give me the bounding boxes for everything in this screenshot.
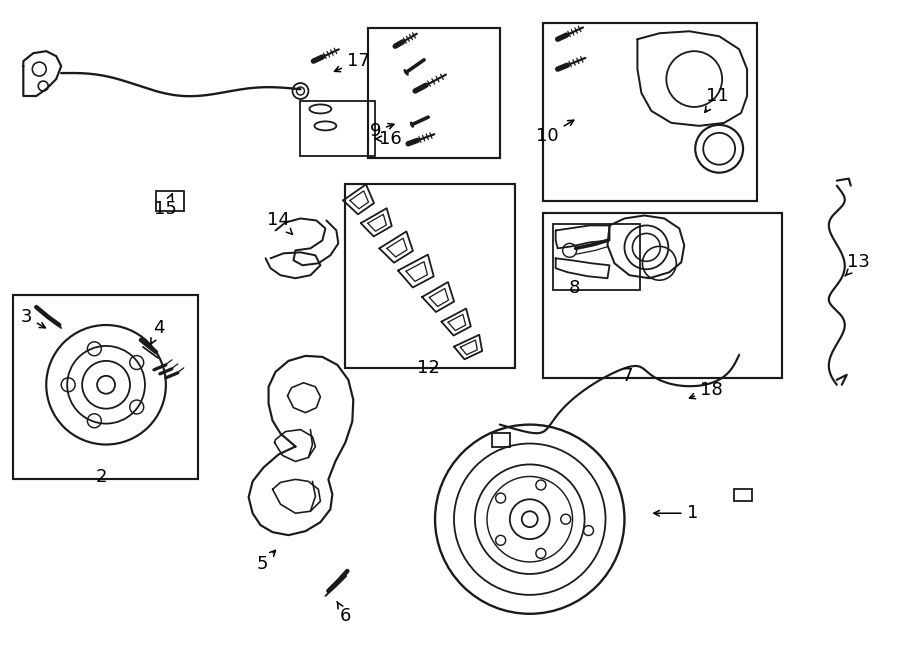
Text: 1: 1 (654, 504, 698, 522)
Bar (553, 225, 641, 290)
Text: 8: 8 (569, 279, 580, 297)
Bar (301, 101, 375, 156)
Text: 10: 10 (536, 120, 574, 145)
Bar (734, 489, 752, 501)
Text: 17: 17 (335, 52, 370, 71)
Text: 11: 11 (705, 87, 728, 112)
Bar (492, 432, 509, 447)
Text: 4: 4 (151, 319, 165, 344)
Bar (156, 190, 184, 210)
Text: 13: 13 (845, 253, 870, 276)
Bar (346, 184, 515, 368)
Text: 5: 5 (256, 551, 275, 573)
Text: 18: 18 (689, 381, 723, 399)
Text: 14: 14 (267, 212, 293, 235)
Bar (14, 295, 198, 479)
Text: 6: 6 (337, 602, 351, 625)
Text: 16: 16 (375, 130, 401, 148)
Text: 9: 9 (370, 122, 394, 140)
Text: 7: 7 (622, 367, 634, 385)
Text: 12: 12 (417, 359, 439, 377)
Bar (543, 23, 757, 200)
Text: 2: 2 (95, 469, 107, 486)
Text: 3: 3 (21, 308, 45, 328)
Text: 15: 15 (155, 194, 177, 217)
Bar (543, 214, 782, 378)
Bar (368, 28, 500, 158)
